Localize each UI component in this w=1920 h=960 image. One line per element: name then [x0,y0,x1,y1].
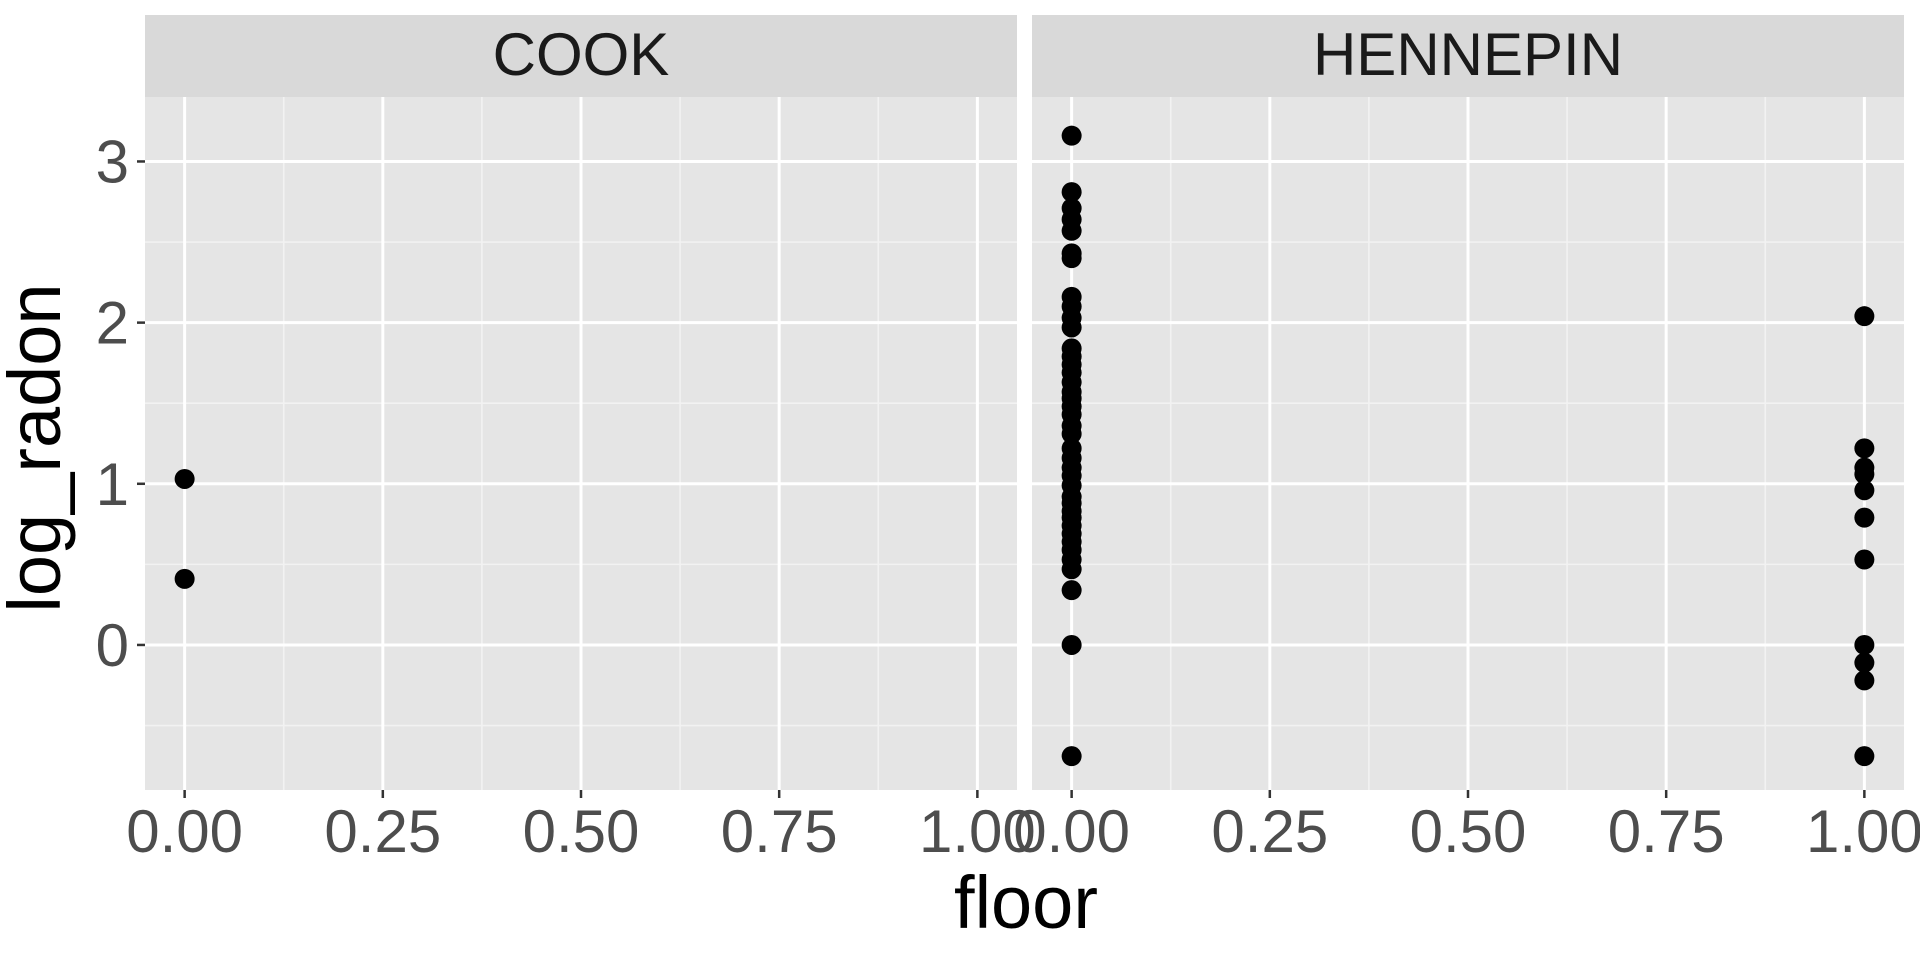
y-tick-label: 3 [96,128,129,195]
x-tick-label: 0.75 [1608,798,1725,865]
panels-layer: COOK 0.00 0.25 0.50 0.75 1.00 0 1 2 3 HENNEPIN 0.00… [96,15,1920,865]
facet-panel-cook: COOK 0.00 0.25 0.50 0.75 1.00 0 1 2 3 [96,15,1036,865]
x-tick-label: 1.00 [1806,798,1920,865]
data-point [1061,634,1082,655]
x-tick-label: 0.75 [721,798,838,865]
facet-panel-hennepin: HENNEPIN 0.00 0.25 0.50 0.75 1.00 [1013,15,1920,865]
facet-strip [1032,15,1904,97]
facet-strip-label: HENNEPIN [1313,21,1623,88]
y-tick-label: 1 [96,451,129,518]
data-point [1061,559,1082,580]
data-point [1061,580,1082,601]
data-point [174,468,195,489]
data-point [1061,248,1082,269]
y-tick-label: 0 [96,612,129,679]
y-tick-label: 2 [96,290,129,357]
data-point [174,568,195,589]
x-tick-label: 0.25 [1211,798,1328,865]
x-tick-label: 0.00 [1013,798,1130,865]
data-point [1854,652,1875,673]
data-point [1061,317,1082,338]
x-tick-label: 1.00 [919,798,1036,865]
data-point [1061,220,1082,241]
facet-strip [145,15,1017,97]
x-tick-label: 0.00 [126,798,243,865]
x-tick-label: 0.50 [523,798,640,865]
data-point [1061,746,1082,767]
data-point [1854,438,1875,459]
data-point [1854,464,1875,485]
facet-strip-label: COOK [493,21,670,88]
data-point [1854,507,1875,528]
x-axis-title: floor [954,861,1098,944]
data-point [1061,182,1082,203]
data-point [1854,746,1875,767]
data-point [1854,634,1875,655]
x-tick-label: 0.25 [324,798,441,865]
data-point [1854,306,1875,327]
data-point [1854,480,1875,501]
data-point [1854,549,1875,570]
y-axis-title: log_radon [0,283,76,612]
data-point [1061,423,1082,444]
data-point [1854,670,1875,691]
x-tick-label: 0.50 [1410,798,1527,865]
data-point [1061,125,1082,146]
